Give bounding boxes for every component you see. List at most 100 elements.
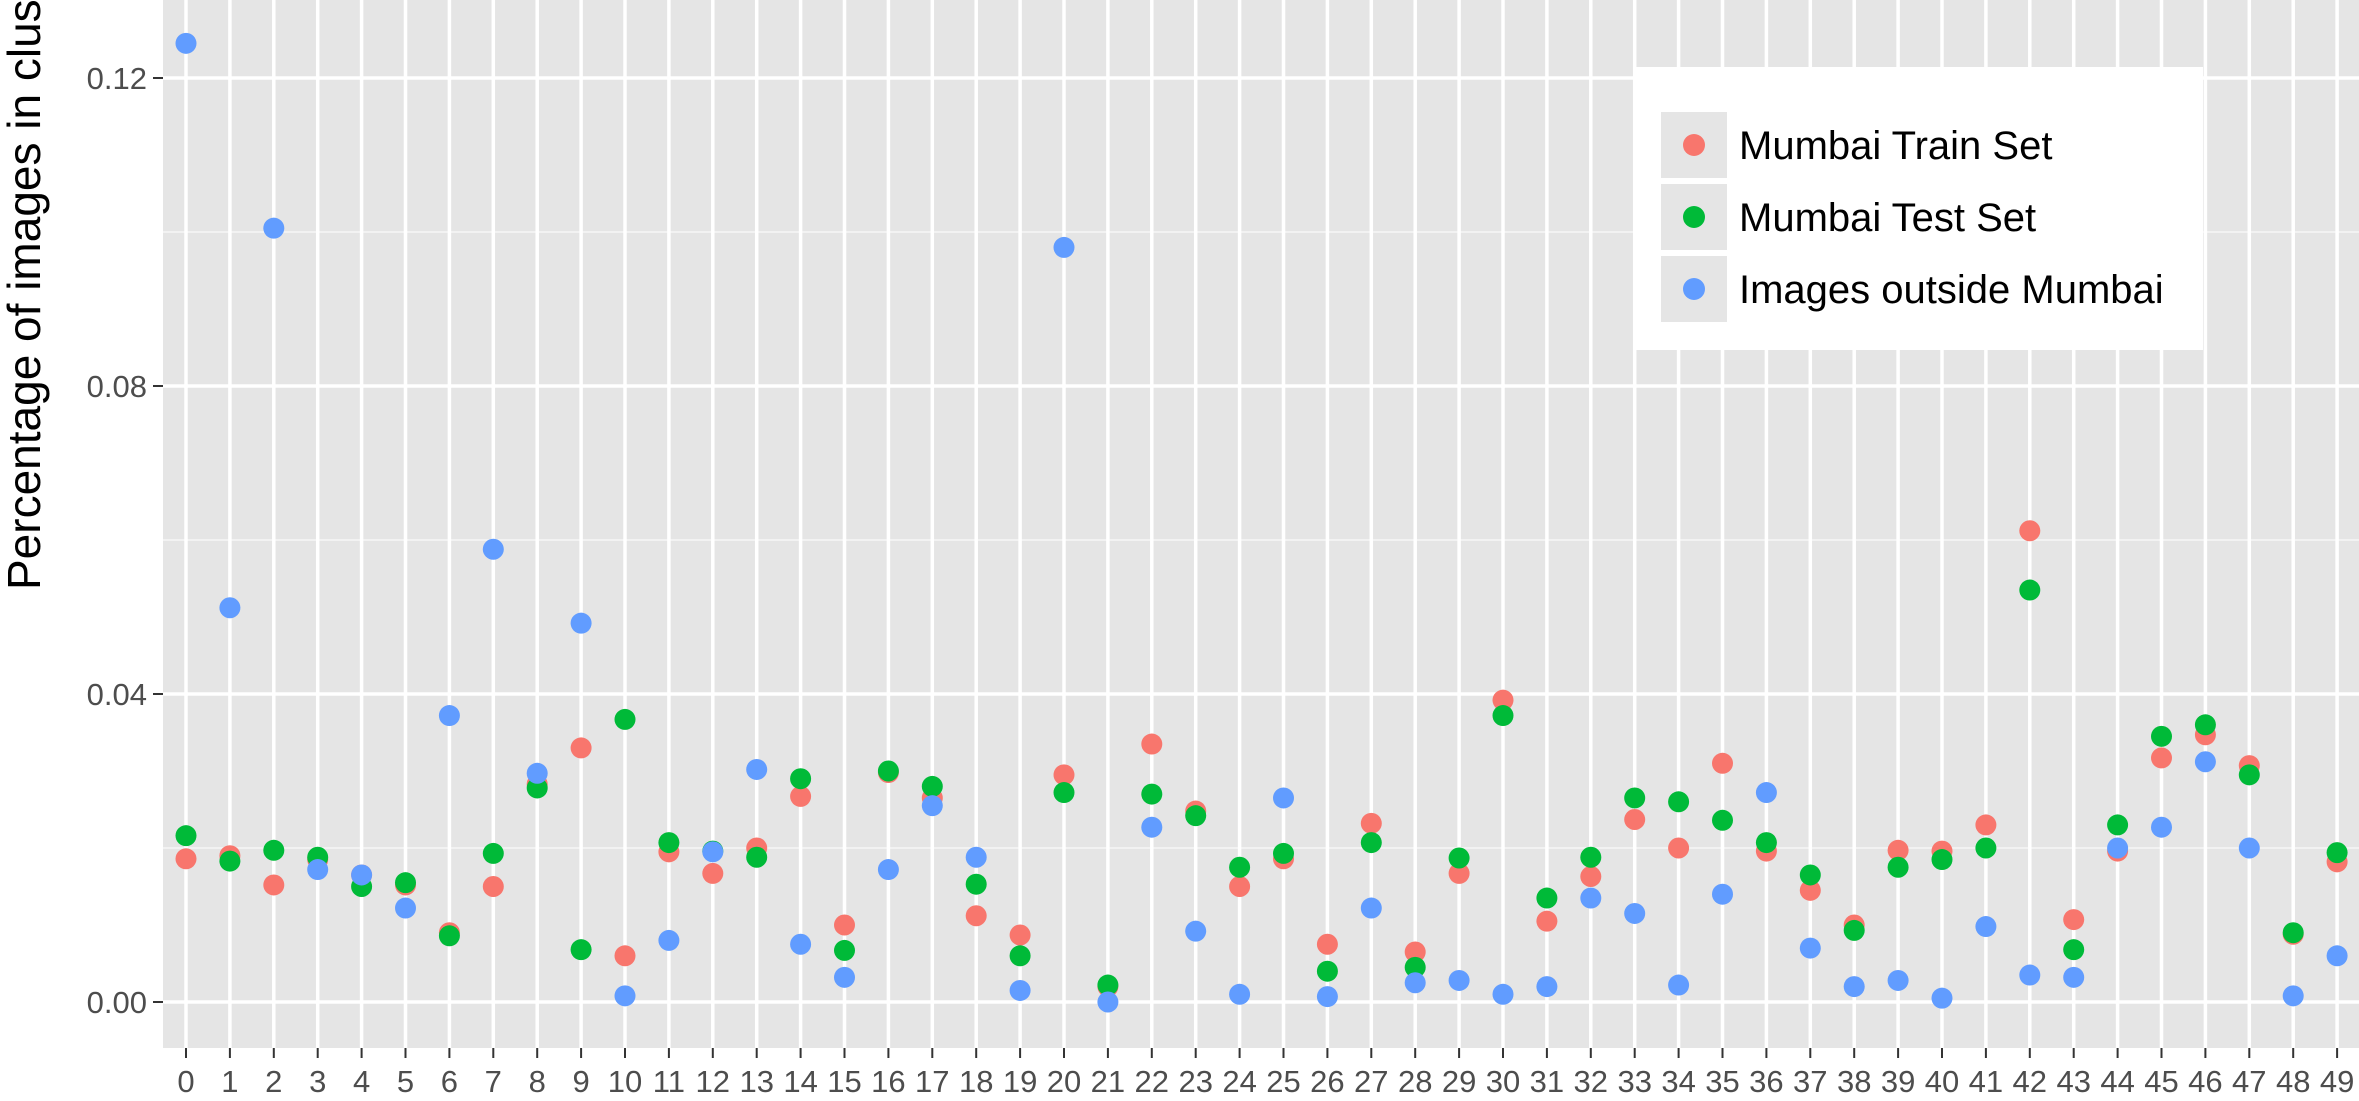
point-series-2-x-7 bbox=[482, 538, 504, 560]
point-series-2-x-24 bbox=[1229, 983, 1251, 1005]
point-series-1-x-11 bbox=[658, 832, 680, 854]
x-tick-label: 42 bbox=[2013, 1064, 2047, 1099]
point-series-0-x-35 bbox=[1712, 752, 1733, 774]
x-tick-label: 38 bbox=[1837, 1064, 1871, 1099]
point-series-1-x-41 bbox=[1975, 837, 1997, 859]
point-series-2-x-41 bbox=[1975, 916, 1997, 938]
x-tick-label: 7 bbox=[485, 1064, 502, 1099]
legend-box bbox=[1633, 67, 2203, 350]
point-series-2-x-2 bbox=[263, 217, 285, 239]
legend-label-1: Mumbai Test Set bbox=[1739, 196, 2036, 240]
point-series-0-x-0 bbox=[175, 848, 197, 870]
x-tick-label: 18 bbox=[959, 1064, 993, 1099]
x-tick-label: 39 bbox=[1881, 1064, 1915, 1099]
point-series-1-x-20 bbox=[1053, 782, 1075, 804]
point-series-1-x-38 bbox=[1843, 919, 1865, 941]
x-tick-label: 36 bbox=[1749, 1064, 1783, 1099]
point-series-1-x-5 bbox=[395, 872, 416, 894]
point-series-0-x-18 bbox=[965, 905, 987, 927]
point-series-1-x-35 bbox=[1712, 809, 1733, 831]
point-series-1-x-21 bbox=[1097, 974, 1119, 996]
point-series-0-x-7 bbox=[482, 876, 504, 897]
x-tick-label: 33 bbox=[1617, 1064, 1651, 1099]
point-series-2-x-43 bbox=[2063, 966, 2085, 988]
x-tick-label: 13 bbox=[739, 1064, 773, 1099]
point-series-1-x-49 bbox=[2326, 842, 2348, 864]
point-series-2-x-0 bbox=[175, 32, 197, 54]
point-series-2-x-20 bbox=[1053, 236, 1075, 258]
point-series-0-x-29 bbox=[1448, 862, 1470, 884]
point-series-1-x-45 bbox=[2151, 725, 2172, 747]
point-series-1-x-22 bbox=[1141, 783, 1163, 805]
point-series-2-x-12 bbox=[702, 841, 724, 863]
point-series-2-x-34 bbox=[1668, 974, 1690, 996]
x-tick-label: 45 bbox=[2144, 1064, 2178, 1099]
x-tick-label: 48 bbox=[2276, 1064, 2310, 1099]
x-tick-label: 24 bbox=[1222, 1064, 1256, 1099]
point-series-0-x-41 bbox=[1975, 814, 1997, 836]
point-series-1-x-10 bbox=[614, 708, 636, 730]
point-series-1-x-48 bbox=[2282, 922, 2304, 944]
y-tick-label: 0.00 bbox=[87, 985, 147, 1020]
point-series-2-x-44 bbox=[2107, 837, 2129, 859]
point-series-2-x-14 bbox=[790, 933, 812, 955]
point-series-1-x-19 bbox=[1009, 945, 1031, 967]
point-series-1-x-9 bbox=[570, 939, 592, 961]
point-series-1-x-33 bbox=[1624, 787, 1646, 809]
x-tick-label: 9 bbox=[572, 1064, 589, 1099]
x-tick-label: 4 bbox=[353, 1064, 370, 1099]
x-axis-ticks: 0 1 2 3 4 5 6 7 8 9 10 11 12 13 14 15 16 17 18 19 20 21 22 23 24… bbox=[177, 1048, 2354, 1099]
point-series-1-x-44 bbox=[2107, 814, 2129, 836]
point-series-1-x-23 bbox=[1185, 805, 1207, 827]
point-series-1-x-29 bbox=[1448, 847, 1470, 869]
point-series-1-x-46 bbox=[2194, 714, 2216, 736]
point-series-2-x-37 bbox=[1799, 937, 1821, 959]
point-series-1-x-1 bbox=[219, 850, 241, 872]
x-tick-label: 37 bbox=[1793, 1064, 1827, 1099]
point-series-2-x-17 bbox=[921, 795, 943, 817]
point-series-1-x-39 bbox=[1887, 856, 1909, 878]
x-tick-label: 31 bbox=[1530, 1064, 1564, 1099]
point-series-2-x-21 bbox=[1097, 991, 1119, 1013]
point-series-0-x-42 bbox=[2019, 520, 2041, 542]
point-series-1-x-18 bbox=[965, 873, 987, 895]
point-series-0-x-15 bbox=[834, 914, 855, 936]
point-series-2-x-30 bbox=[1492, 983, 1514, 1005]
point-series-2-x-48 bbox=[2282, 985, 2304, 1007]
x-tick-label: 46 bbox=[2188, 1064, 2222, 1099]
point-series-1-x-26 bbox=[1316, 960, 1338, 982]
x-tick-label: 5 bbox=[397, 1064, 414, 1099]
point-series-1-x-16 bbox=[877, 760, 899, 782]
point-series-2-x-16 bbox=[877, 859, 899, 881]
y-tick-label: 0.04 bbox=[87, 677, 147, 712]
point-series-2-x-3 bbox=[307, 859, 329, 881]
point-series-2-x-5 bbox=[395, 897, 416, 919]
point-series-0-x-28 bbox=[1404, 941, 1426, 963]
point-series-2-x-6 bbox=[438, 705, 460, 727]
point-series-0-x-14 bbox=[790, 785, 812, 807]
point-series-2-x-15 bbox=[834, 966, 855, 988]
legend-label-2: Images outside Mumbai bbox=[1739, 268, 2164, 312]
x-tick-label: 35 bbox=[1705, 1064, 1739, 1099]
x-tick-label: 44 bbox=[2100, 1064, 2134, 1099]
point-series-2-x-33 bbox=[1624, 902, 1646, 924]
point-series-2-x-36 bbox=[1755, 782, 1777, 804]
point-series-1-x-15 bbox=[834, 939, 855, 961]
x-tick-label: 41 bbox=[1969, 1064, 2003, 1099]
x-tick-label: 19 bbox=[1003, 1064, 1037, 1099]
x-tick-label: 10 bbox=[608, 1064, 642, 1099]
point-series-0-x-24 bbox=[1229, 876, 1251, 897]
x-tick-label: 27 bbox=[1354, 1064, 1388, 1099]
x-tick-label: 28 bbox=[1398, 1064, 1432, 1099]
point-series-1-x-27 bbox=[1360, 832, 1382, 854]
point-series-1-x-24 bbox=[1229, 856, 1251, 878]
y-tick-label: 0.08 bbox=[87, 369, 147, 404]
point-series-1-x-36 bbox=[1755, 832, 1777, 854]
point-series-1-x-31 bbox=[1536, 887, 1558, 909]
point-series-0-x-31 bbox=[1536, 910, 1558, 932]
point-series-0-x-39 bbox=[1887, 839, 1909, 861]
point-series-1-x-25 bbox=[1273, 842, 1294, 864]
point-series-2-x-25 bbox=[1273, 787, 1294, 809]
point-series-0-x-19 bbox=[1009, 924, 1031, 946]
point-series-2-x-46 bbox=[2194, 751, 2216, 773]
